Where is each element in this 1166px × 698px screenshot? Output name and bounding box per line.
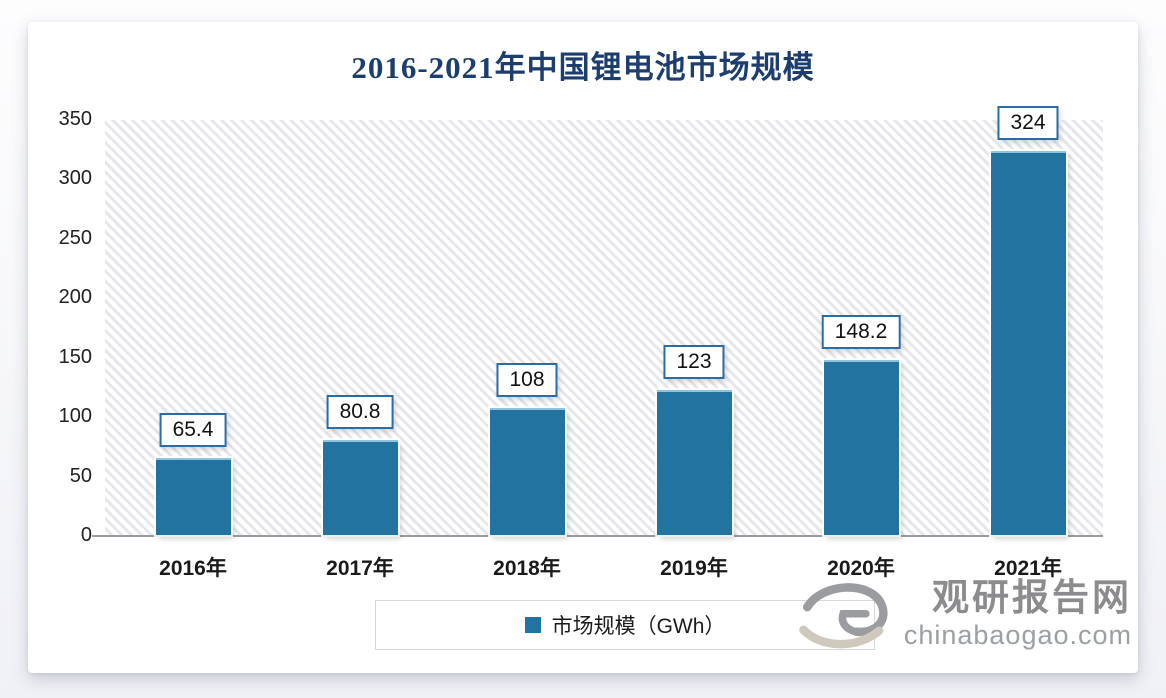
legend-swatch-icon xyxy=(524,617,541,633)
bar-2020年 xyxy=(823,359,899,535)
y-tick-label: 150 xyxy=(58,345,92,368)
y-tick-label: 50 xyxy=(69,464,92,487)
value-label: 123 xyxy=(663,344,725,379)
bar-2019年 xyxy=(656,389,732,535)
value-label: 108 xyxy=(496,362,558,397)
watermark-site-url: chinabaogao.com xyxy=(903,620,1132,651)
x-tick-label: 2021年 xyxy=(994,557,1062,580)
legend-label: 市场规模（GWh） xyxy=(551,615,726,638)
y-tick-label: 200 xyxy=(58,286,92,309)
bar-2021年 xyxy=(990,150,1066,535)
y-tick-label: 0 xyxy=(80,524,92,546)
x-axis-line xyxy=(92,535,1103,537)
x-tick-label: 2020年 xyxy=(827,557,895,580)
value-label: 80.8 xyxy=(326,394,394,429)
chart-title: 2016-2021年中国锂电池市场规模 xyxy=(351,50,815,85)
value-label: 324 xyxy=(997,105,1059,140)
bar-2018年 xyxy=(489,407,565,535)
bar-2017年 xyxy=(322,439,398,535)
watermark-site-name: 观研报告网 xyxy=(932,577,1132,619)
y-tick-label: 100 xyxy=(58,405,92,428)
watermark-logo-icon xyxy=(799,583,888,649)
y-tick-label: 350 xyxy=(58,108,92,130)
x-tick-label: 2019年 xyxy=(660,557,728,580)
value-label: 65.4 xyxy=(159,413,227,448)
x-tick-label: 2018年 xyxy=(493,557,561,580)
y-tick-label: 300 xyxy=(58,167,92,190)
y-tick-label: 250 xyxy=(58,226,92,249)
plot-area xyxy=(105,120,1103,536)
bar-2016年 xyxy=(155,458,231,535)
value-label: 148.2 xyxy=(821,314,901,349)
watermark: 观研报告网 chinabaogao.com xyxy=(794,566,1132,664)
x-tick-label: 2016年 xyxy=(159,557,227,580)
watermark-text: 观研报告网 chinabaogao.com xyxy=(904,578,1132,651)
x-tick-label: 2017年 xyxy=(326,557,394,580)
legend: 市场规模（GWh） xyxy=(375,600,875,650)
